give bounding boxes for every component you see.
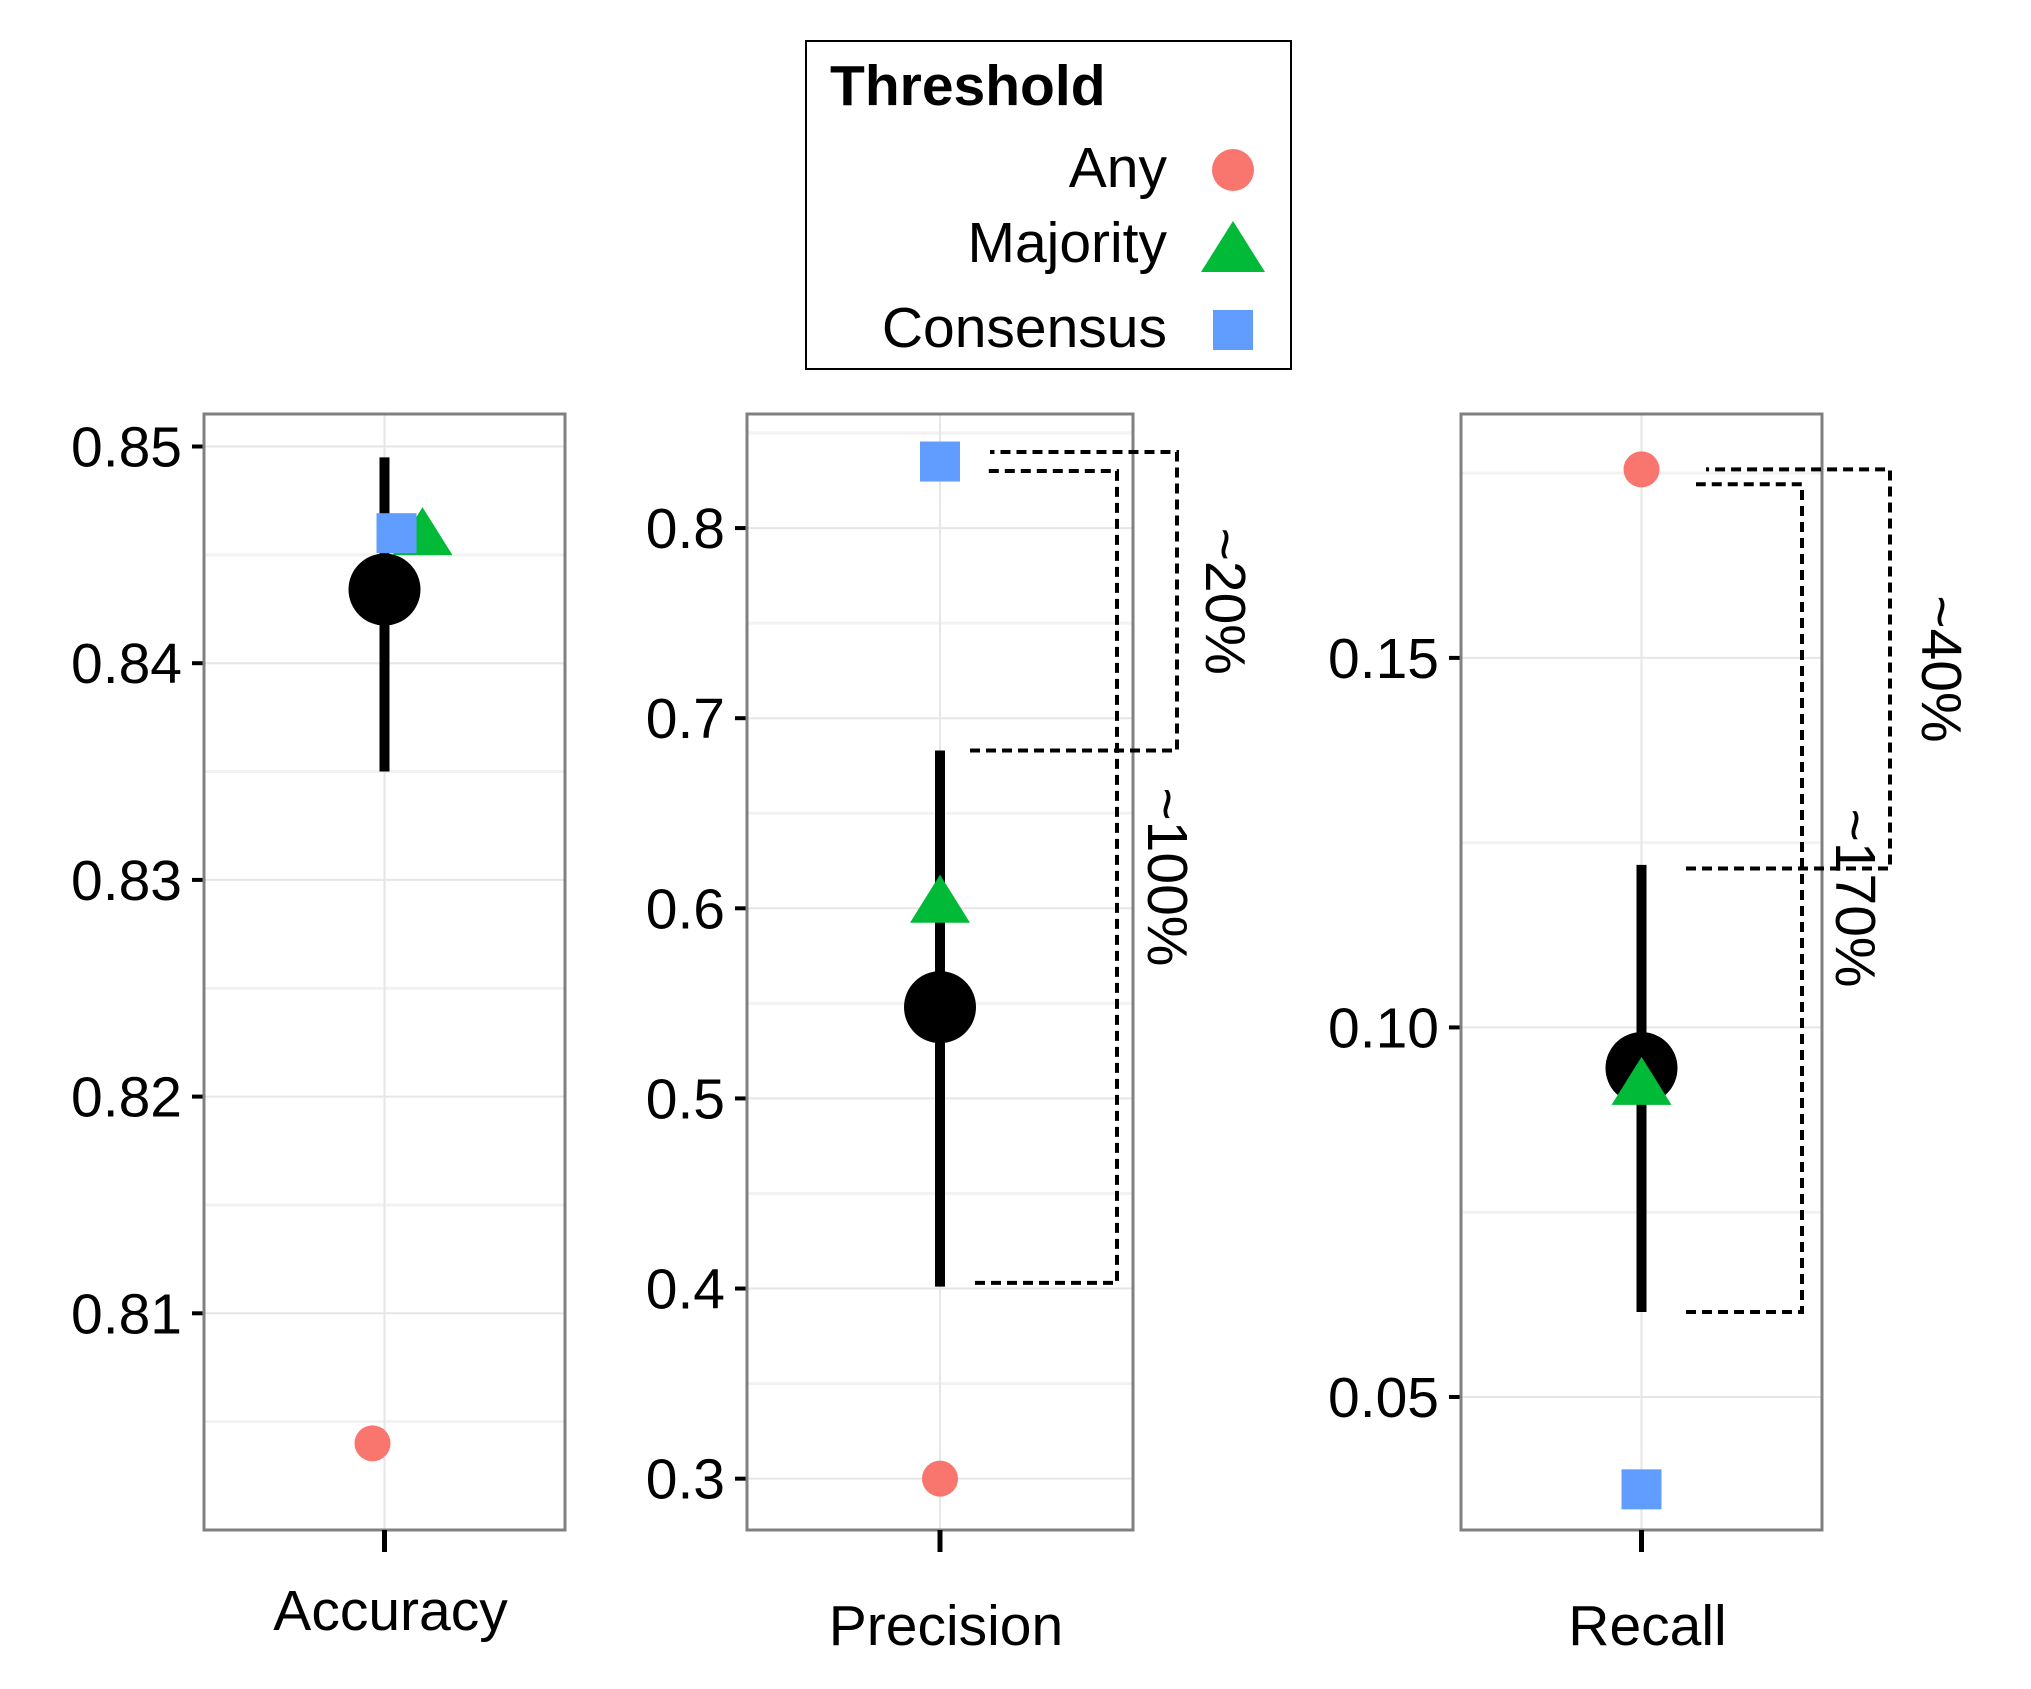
y-tick-label: 0.3 [646, 1448, 725, 1512]
legend-key-majority [1201, 221, 1265, 272]
bracket-0 [970, 450, 1179, 753]
point-consensus [920, 441, 960, 482]
legend-label-any: Any [1069, 136, 1168, 200]
legend-label-majority: Majority [967, 211, 1167, 275]
legend-box [805, 40, 1292, 370]
y-tick-label: 0.15 [1328, 627, 1439, 691]
legend-label-consensus: Consensus [882, 296, 1167, 360]
y-tick-label: 0.5 [646, 1067, 725, 1131]
y-tick-label: 0.10 [1328, 996, 1439, 1060]
bracket-label-1: ~100% [1135, 787, 1199, 966]
y-tick-label: 0.05 [1328, 1366, 1439, 1430]
legend-title: Threshold [830, 54, 1106, 118]
bracket-label-1: ~170% [1823, 809, 1887, 988]
category-label-precision: Precision [829, 1594, 1063, 1658]
y-tick-label: 0.85 [71, 416, 182, 480]
bracket-label-0: ~20% [1193, 528, 1257, 675]
y-tick-label: 0.81 [71, 1282, 182, 1346]
legend-key-consensus [1213, 310, 1253, 350]
point-any [1623, 451, 1660, 488]
bracket-label-0: ~40% [1909, 595, 1973, 742]
point-consensus [376, 513, 417, 554]
panel-accuracy: 0.81 0.82 0.83 0.84 0.85 Accuracy [71, 412, 567, 1643]
y-tick-label: 0.82 [71, 1066, 182, 1130]
legend: Threshold Any Majority Consensus [805, 40, 1292, 370]
panel-recall: 0.05 0.10 0.15 Recall ~40% ~170% [1328, 412, 1973, 1658]
bracket-1 [975, 469, 1119, 1285]
mean-point [348, 553, 421, 626]
y-tick-label: 0.6 [646, 877, 725, 941]
bracket-0 [1686, 467, 1892, 871]
legend-key-any [1212, 149, 1254, 191]
panel-precision: 0.3 0.4 0.5 0.6 0.7 0.8 Precision ~20% ~100% [646, 412, 1257, 1658]
point-majority [910, 874, 970, 923]
point-any [922, 1460, 958, 1497]
bracket-1 [1686, 482, 1804, 1314]
category-label-accuracy: Accuracy [273, 1579, 508, 1643]
y-tick-label: 0.84 [71, 632, 182, 696]
category-label-recall: Recall [1568, 1594, 1726, 1658]
y-tick-label: 0.7 [646, 687, 725, 751]
y-tick-label: 0.83 [71, 849, 182, 913]
y-tick-label: 0.8 [646, 497, 725, 561]
y-tick-label: 0.4 [646, 1258, 725, 1322]
point-any [354, 1425, 391, 1462]
mean-point [904, 971, 976, 1044]
point-consensus [1621, 1469, 1662, 1510]
point-majority [1611, 1056, 1672, 1105]
